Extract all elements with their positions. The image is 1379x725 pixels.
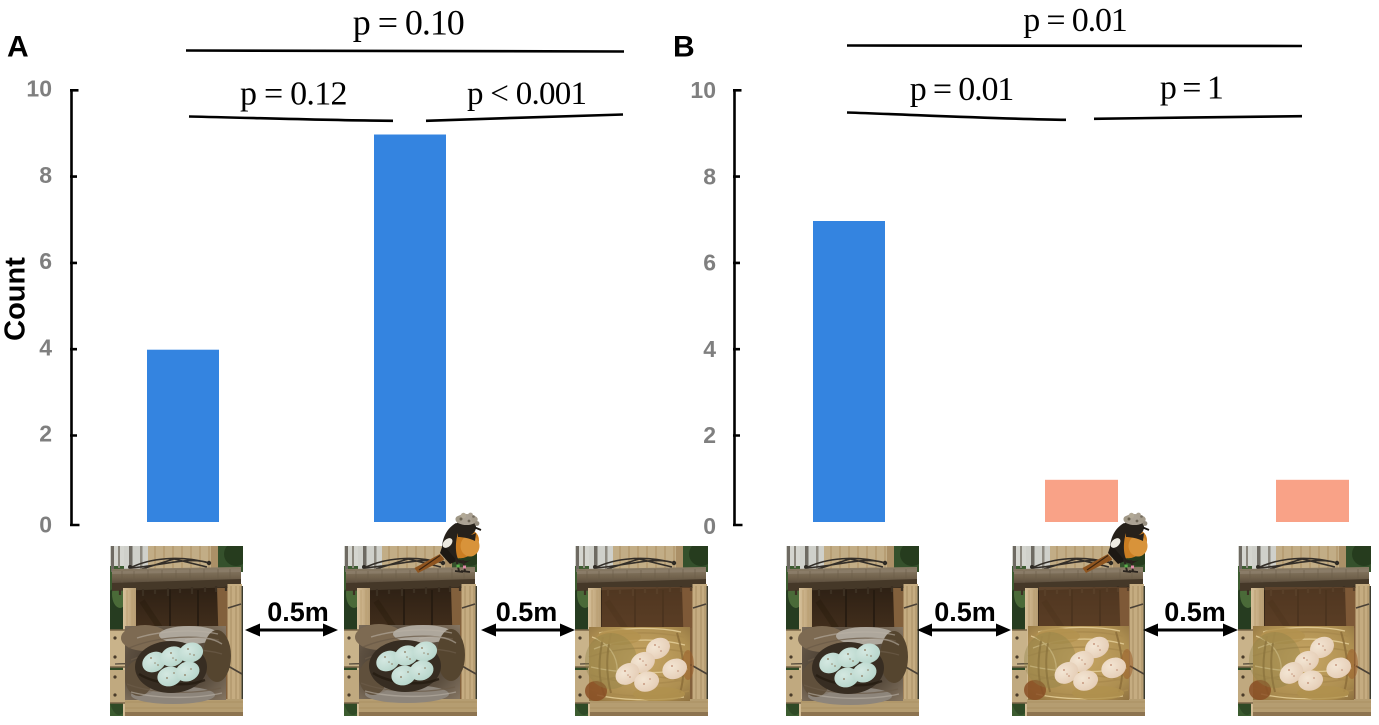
svg-text:0.5m: 0.5m [934,597,996,627]
svg-text:0.5m: 0.5m [1164,597,1226,627]
svg-text:8: 8 [703,163,716,189]
svg-text:A: A [7,31,29,64]
svg-text:p = 0.01: p = 0.01 [910,71,1015,108]
svg-text:B: B [673,31,695,64]
svg-text:0: 0 [703,513,716,539]
svg-text:0.5m: 0.5m [267,597,329,627]
svg-text:p = 0.12: p = 0.12 [240,76,348,113]
svg-text:4: 4 [703,336,716,362]
svg-text:p < 0.001: p < 0.001 [467,76,587,112]
svg-text:p = 1: p = 1 [1160,70,1224,107]
svg-text:0.5m: 0.5m [496,597,558,627]
svg-text:6: 6 [39,248,52,274]
svg-text:2: 2 [703,422,716,448]
svg-text:10: 10 [26,76,52,102]
svg-text:p = 0.10: p = 0.10 [353,3,465,43]
svg-text:4: 4 [39,334,52,360]
svg-text:0: 0 [39,512,52,538]
svg-text:6: 6 [703,250,716,276]
svg-text:Count: Count [0,257,32,341]
svg-text:8: 8 [39,162,52,188]
svg-text:10: 10 [690,77,716,103]
svg-text:2: 2 [39,421,52,447]
svg-text:p = 0.01: p = 0.01 [1023,2,1128,39]
